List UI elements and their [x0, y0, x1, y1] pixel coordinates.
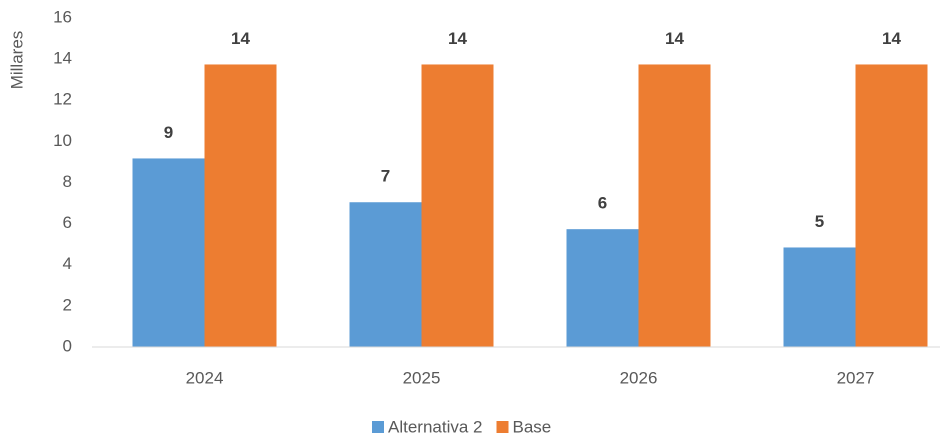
value-label: 6: [598, 194, 607, 213]
bar: [132, 158, 205, 347]
value-label: 5: [815, 212, 824, 231]
value-label: 14: [882, 29, 901, 48]
value-label: 9: [164, 123, 173, 142]
bar: [783, 247, 856, 347]
value-label: 14: [665, 29, 684, 48]
x-tick-label: 2026: [620, 368, 658, 387]
y-tick-label: 0: [63, 336, 72, 355]
bar: [638, 64, 711, 347]
y-tick-label: 16: [53, 7, 72, 26]
bar: [349, 202, 422, 347]
x-tick-label: 2027: [837, 368, 875, 387]
legend-swatch: [496, 421, 509, 433]
value-label: 14: [448, 29, 467, 48]
y-tick-label: 8: [63, 172, 72, 191]
y-tick-label: 2: [63, 295, 72, 314]
legend-label: Alternativa 2: [388, 417, 483, 436]
bar: [204, 64, 277, 347]
y-tick-label: 6: [63, 213, 72, 232]
bar: [855, 64, 928, 347]
value-label: 7: [381, 167, 390, 186]
legend-label: Base: [513, 417, 552, 436]
bar: [421, 64, 494, 347]
y-tick-label: 12: [53, 90, 72, 109]
y-tick-label: 10: [53, 131, 72, 150]
value-label: 14: [231, 29, 250, 48]
x-tick-label: 2024: [186, 368, 224, 387]
x-tick-label: 2025: [403, 368, 441, 387]
legend-swatch: [372, 421, 384, 433]
bar: [566, 229, 639, 347]
y-axis-title: Millares: [7, 31, 26, 90]
y-tick-label: 14: [53, 49, 72, 68]
y-tick-label: 4: [63, 254, 72, 273]
